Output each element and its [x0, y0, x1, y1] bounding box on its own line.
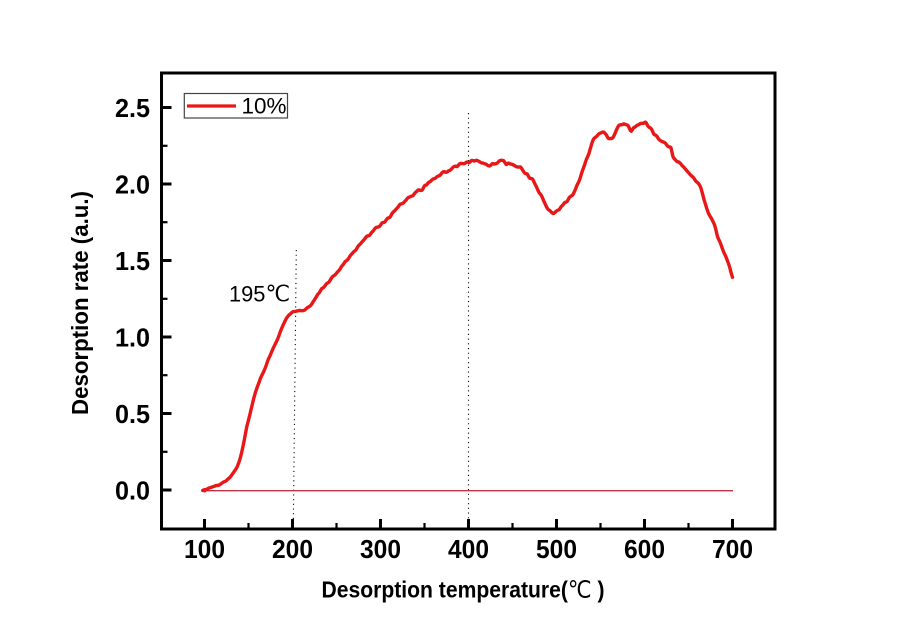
- svg-text:0.5: 0.5: [115, 401, 150, 429]
- svg-text:500: 500: [536, 536, 577, 564]
- svg-text:1.5: 1.5: [115, 248, 150, 276]
- svg-text:Desorption rate (a.u.): Desorption rate (a.u.): [67, 191, 93, 415]
- svg-text:200: 200: [272, 536, 313, 564]
- svg-text:600: 600: [624, 536, 665, 564]
- svg-text:Desorption temperature(℃ ): Desorption temperature(℃ ): [322, 577, 605, 603]
- svg-text:300: 300: [360, 536, 401, 564]
- svg-text:100: 100: [184, 536, 225, 564]
- svg-text:2.0: 2.0: [115, 172, 150, 200]
- svg-text:195℃: 195℃: [229, 282, 290, 307]
- svg-text:1.0: 1.0: [115, 325, 150, 353]
- svg-text:400: 400: [448, 536, 489, 564]
- svg-text:0.0: 0.0: [115, 478, 150, 506]
- svg-text:10%: 10%: [242, 93, 287, 118]
- svg-text:700: 700: [712, 536, 753, 564]
- svg-text:2.5: 2.5: [115, 95, 150, 123]
